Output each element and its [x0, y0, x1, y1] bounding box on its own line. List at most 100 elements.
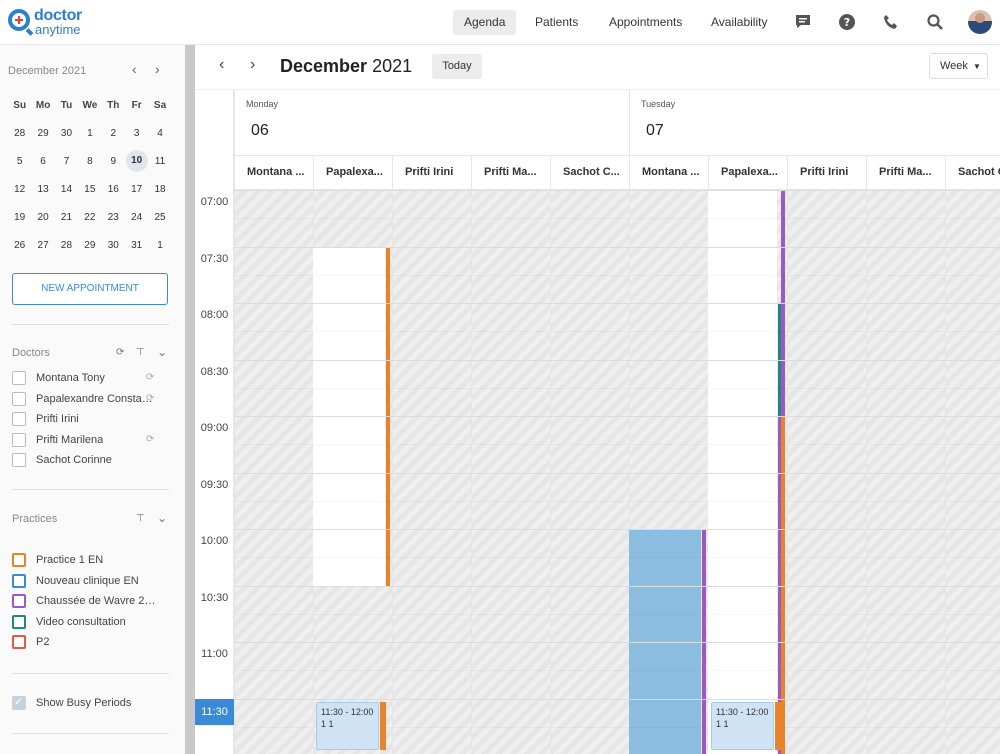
- mini-calendar-day[interactable]: 14: [60, 183, 73, 195]
- doctor-filter-item[interactable]: Sachot Corinne: [12, 452, 172, 468]
- nav-availability[interactable]: Availability: [711, 15, 768, 29]
- doctor-column-header[interactable]: Papalexa...: [708, 156, 787, 190]
- mini-calendar-day[interactable]: 17: [131, 183, 143, 195]
- phone-icon[interactable]: [880, 11, 902, 33]
- doctor-column-header[interactable]: Prifti Irini: [787, 156, 866, 190]
- availability-practice-bar[interactable]: [781, 416, 785, 754]
- mini-calendar-day[interactable]: 20: [37, 211, 49, 223]
- mini-calendar-day[interactable]: 19: [14, 211, 26, 223]
- doctor-filter-item[interactable]: Prifti Marilena: [12, 432, 172, 448]
- clear-filter-icon[interactable]: ⊤: [136, 347, 145, 358]
- chevron-left-icon[interactable]: ‹: [132, 61, 137, 77]
- prev-week-button[interactable]: ‹: [219, 56, 225, 73]
- mini-calendar-day[interactable]: 30: [107, 239, 119, 251]
- doctor-column-header[interactable]: Papalexa...: [313, 156, 392, 190]
- mini-calendar-day[interactable]: 25: [154, 211, 166, 223]
- practice-filter-item[interactable]: Nouveau clinique EN: [12, 573, 172, 589]
- mini-calendar-day[interactable]: 7: [63, 155, 70, 167]
- practice-filter-item[interactable]: P2: [12, 634, 172, 650]
- help-icon[interactable]: ?: [836, 11, 858, 33]
- mini-calendar-day[interactable]: 29: [37, 127, 49, 139]
- show-busy-periods-toggle[interactable]: Show Busy Periods: [12, 695, 172, 711]
- mini-calendar-day[interactable]: 2: [110, 127, 117, 139]
- mini-calendar-day[interactable]: 28: [14, 127, 26, 139]
- chevron-down-icon[interactable]: ⌄: [157, 345, 168, 359]
- mini-calendar-day[interactable]: 12: [14, 183, 26, 195]
- mini-calendar-day[interactable]: 18: [154, 183, 166, 195]
- doctor-column-header[interactable]: Sachot C...: [550, 156, 629, 190]
- chevron-down-icon[interactable]: ⌄: [157, 511, 168, 525]
- mini-calendar-day[interactable]: 10: [125, 150, 148, 172]
- mini-calendar-day[interactable]: 13: [37, 183, 49, 195]
- checkbox[interactable]: [12, 453, 26, 467]
- mini-calendar-day[interactable]: 24: [131, 211, 143, 223]
- nav-patients[interactable]: Patients: [535, 15, 579, 29]
- new-appointment-button[interactable]: NEW APPOINTMENT: [12, 273, 168, 305]
- mini-calendar-day[interactable]: 31: [131, 239, 143, 251]
- day-header-monday[interactable]: Monday 06: [234, 90, 629, 156]
- doctor-day-column[interactable]: [787, 190, 866, 754]
- mini-calendar-day[interactable]: 28: [60, 239, 73, 251]
- doctor-anytime-logo[interactable]: doctor anytime: [8, 7, 88, 39]
- mini-calendar-day[interactable]: 1: [87, 127, 93, 139]
- practice-filter-item[interactable]: Chaussée de Wavre 29...: [12, 593, 172, 609]
- mini-calendar-day[interactable]: 3: [133, 127, 140, 139]
- doctor-day-column[interactable]: [550, 190, 629, 754]
- appointment-practice-bar[interactable]: [775, 701, 781, 750]
- mini-calendar-day[interactable]: 1: [157, 239, 163, 251]
- doctor-column-header[interactable]: Prifti Irini: [392, 156, 471, 190]
- availability-block[interactable]: [708, 190, 777, 754]
- next-week-button[interactable]: ›: [250, 56, 256, 73]
- appointment-card[interactable]: 11:30 - 12:00 1 1: [711, 701, 774, 750]
- chat-icon[interactable]: [792, 11, 814, 33]
- mini-calendar-day[interactable]: 6: [40, 155, 46, 167]
- mini-calendar-day[interactable]: 23: [107, 211, 119, 223]
- busy-practice-bar[interactable]: [702, 529, 706, 754]
- nav-appointments[interactable]: Appointments: [609, 15, 683, 29]
- mini-calendar-day[interactable]: 27: [37, 239, 49, 251]
- checkbox[interactable]: [12, 371, 26, 385]
- doctor-filter-item[interactable]: Prifti Irini: [12, 411, 172, 427]
- doctor-column-header[interactable]: Montana ...: [234, 156, 313, 190]
- doctor-column-header[interactable]: Prifti Ma...: [471, 156, 550, 190]
- doctor-filter-item[interactable]: Papalexandre Constantin: [12, 391, 172, 407]
- clear-filter-icon[interactable]: ⊤: [136, 513, 145, 524]
- mini-calendar-day[interactable]: 22: [84, 211, 96, 223]
- mini-calendar-day[interactable]: 4: [157, 127, 163, 139]
- mini-calendar-day[interactable]: 16: [107, 183, 119, 195]
- checkbox[interactable]: [12, 695, 26, 710]
- doctor-day-column[interactable]: [392, 190, 471, 754]
- mini-calendar-day[interactable]: 11: [154, 155, 166, 167]
- sync-icon[interactable]: ⟳: [116, 347, 125, 358]
- mini-calendar-day[interactable]: 9: [110, 155, 117, 167]
- doctor-column-header[interactable]: Sachot C...: [945, 156, 1000, 190]
- checkbox[interactable]: [12, 391, 26, 406]
- mini-calendar-day[interactable]: 21: [60, 211, 73, 223]
- checkbox[interactable]: [12, 573, 26, 588]
- mini-calendar-day[interactable]: 26: [14, 239, 26, 251]
- checkbox[interactable]: [12, 553, 26, 567]
- doctor-day-column[interactable]: [866, 190, 945, 754]
- checkbox[interactable]: [12, 614, 26, 629]
- checkbox[interactable]: [12, 594, 26, 608]
- today-button[interactable]: Today: [432, 54, 482, 79]
- nav-agenda[interactable]: Agenda: [453, 10, 517, 35]
- availability-practice-bar[interactable]: [778, 416, 781, 754]
- user-avatar[interactable]: [968, 10, 992, 34]
- practice-filter-item[interactable]: Practice 1 EN: [12, 552, 172, 568]
- mini-calendar-day[interactable]: 5: [16, 155, 23, 167]
- appointment-practice-bar[interactable]: [380, 701, 386, 750]
- search-icon[interactable]: [924, 11, 946, 33]
- checkbox[interactable]: [12, 412, 26, 426]
- doctor-day-column[interactable]: [471, 190, 550, 754]
- checkbox[interactable]: [12, 635, 26, 649]
- mini-calendar-day[interactable]: 30: [60, 127, 73, 139]
- mini-calendar-day[interactable]: 8: [87, 155, 93, 167]
- doctor-column-header[interactable]: Prifti Ma...: [866, 156, 945, 190]
- doctor-day-column[interactable]: [234, 190, 313, 754]
- checkbox[interactable]: [12, 432, 26, 447]
- mini-calendar-day[interactable]: 29: [84, 239, 96, 251]
- chevron-right-icon[interactable]: ›: [155, 61, 160, 77]
- sidebar-scrollbar[interactable]: [185, 45, 195, 754]
- doctor-filter-item[interactable]: Montana Tony: [12, 370, 172, 386]
